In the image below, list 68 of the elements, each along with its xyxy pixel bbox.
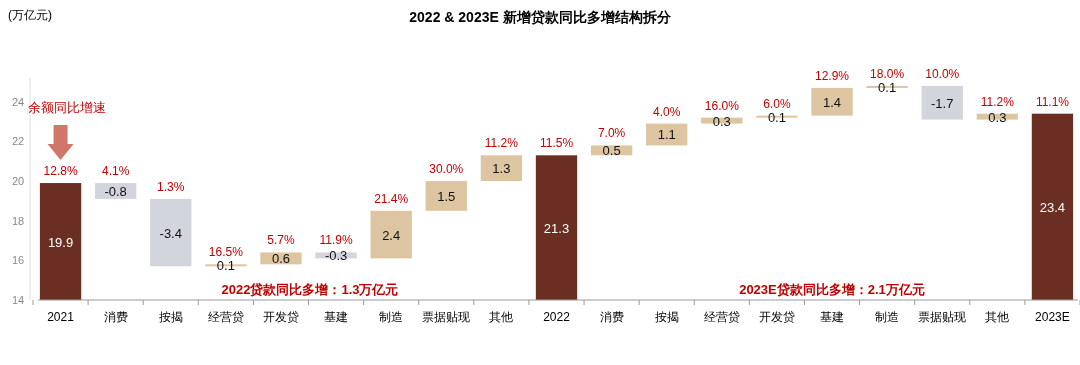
data-label: -0.3: [324, 248, 348, 264]
data-label: 0.5: [602, 143, 621, 159]
annotation: 12.9%: [815, 68, 850, 83]
x-tick-label: 其他: [985, 310, 1010, 324]
annotation: 余额同比增速: [27, 100, 106, 115]
x-tick-label: 2021: [47, 310, 75, 324]
data-label: -3.4: [159, 225, 182, 241]
x-tick-label: 制造: [875, 310, 900, 324]
annotation: 2023E贷款同比多增：2.1万亿元: [739, 282, 925, 297]
y-tick-label: 16: [11, 254, 25, 267]
data-label: 0.1: [878, 79, 897, 95]
annotation: 4.1%: [101, 164, 130, 179]
x-tick-label: 票据贴现: [422, 310, 471, 324]
data-label: 21.3: [543, 220, 570, 236]
x-tick-label: 基建: [324, 310, 349, 324]
data-label: 0.1: [767, 109, 786, 125]
annotation: 16.5%: [208, 245, 244, 260]
x-tick-label: 制造: [379, 310, 404, 324]
chart-title: 2022 & 2023E 新增贷款同比多增结构拆分: [409, 9, 672, 25]
data-label: 2.4: [382, 227, 401, 243]
x-tick-label: 基建: [820, 310, 845, 324]
x-tick-label: 2023E: [1035, 310, 1070, 324]
annotation: 6.0%: [763, 96, 791, 111]
y-tick-label: 20: [11, 175, 25, 188]
annotation: 21.4%: [374, 191, 409, 206]
data-label: 0.1: [216, 258, 235, 274]
data-label: -0.8: [104, 183, 127, 199]
data-label: 1.4: [822, 94, 842, 110]
x-tick-label: 其他: [489, 310, 514, 324]
annotation: 11.5%: [539, 136, 574, 151]
annotation: 2022贷款同比多增：1.3万亿元: [221, 282, 399, 297]
data-label: 1.3: [492, 161, 511, 177]
y-tick-label: 22: [11, 135, 25, 148]
annotation: 30.0%: [429, 162, 464, 177]
data-label: -1.7: [931, 95, 954, 111]
annotation: 18.0%: [870, 66, 905, 81]
data-label: 19.9: [47, 234, 74, 250]
y-axis-title: (万亿元): [8, 8, 52, 22]
x-tick-label: 经营贷: [703, 310, 740, 324]
data-label: 0.3: [988, 109, 1007, 125]
y-tick-label: 14: [11, 294, 25, 306]
x-tick-label: 2022: [543, 310, 571, 324]
x-tick-label: 消费: [599, 310, 624, 324]
annotation: 1.3%: [157, 179, 185, 194]
data-label: 1.1: [657, 127, 676, 143]
x-tick-label: 消费: [103, 310, 128, 324]
annotation: 10.0%: [925, 66, 960, 81]
data-label: 23.4: [1039, 199, 1066, 215]
annotation: 5.7%: [267, 233, 295, 248]
annotation: 11.2%: [484, 136, 519, 151]
annotation: 4.0%: [653, 104, 681, 119]
annotation: 11.1%: [1035, 94, 1070, 109]
annotation: 11.2%: [980, 94, 1015, 109]
data-label: 1.5: [437, 188, 456, 204]
x-tick-label: 按揭: [158, 310, 183, 324]
x-tick-label: 票据贴现: [918, 310, 967, 324]
data-label: 0.3: [712, 113, 731, 129]
x-tick-label: 按揭: [654, 310, 679, 324]
data-label: 0.6: [271, 251, 291, 267]
x-tick-label: 经营贷: [207, 310, 244, 324]
y-tick-label: 18: [11, 214, 25, 227]
annotation: 12.8%: [43, 164, 78, 179]
annotation: 7.0%: [597, 126, 626, 141]
annotation: 11.9%: [319, 233, 353, 248]
x-tick-label: 开发贷: [758, 310, 795, 324]
x-tick-label: 开发贷: [262, 310, 299, 324]
annotation: 16.0%: [704, 98, 740, 113]
y-tick-label: 24: [11, 95, 25, 108]
